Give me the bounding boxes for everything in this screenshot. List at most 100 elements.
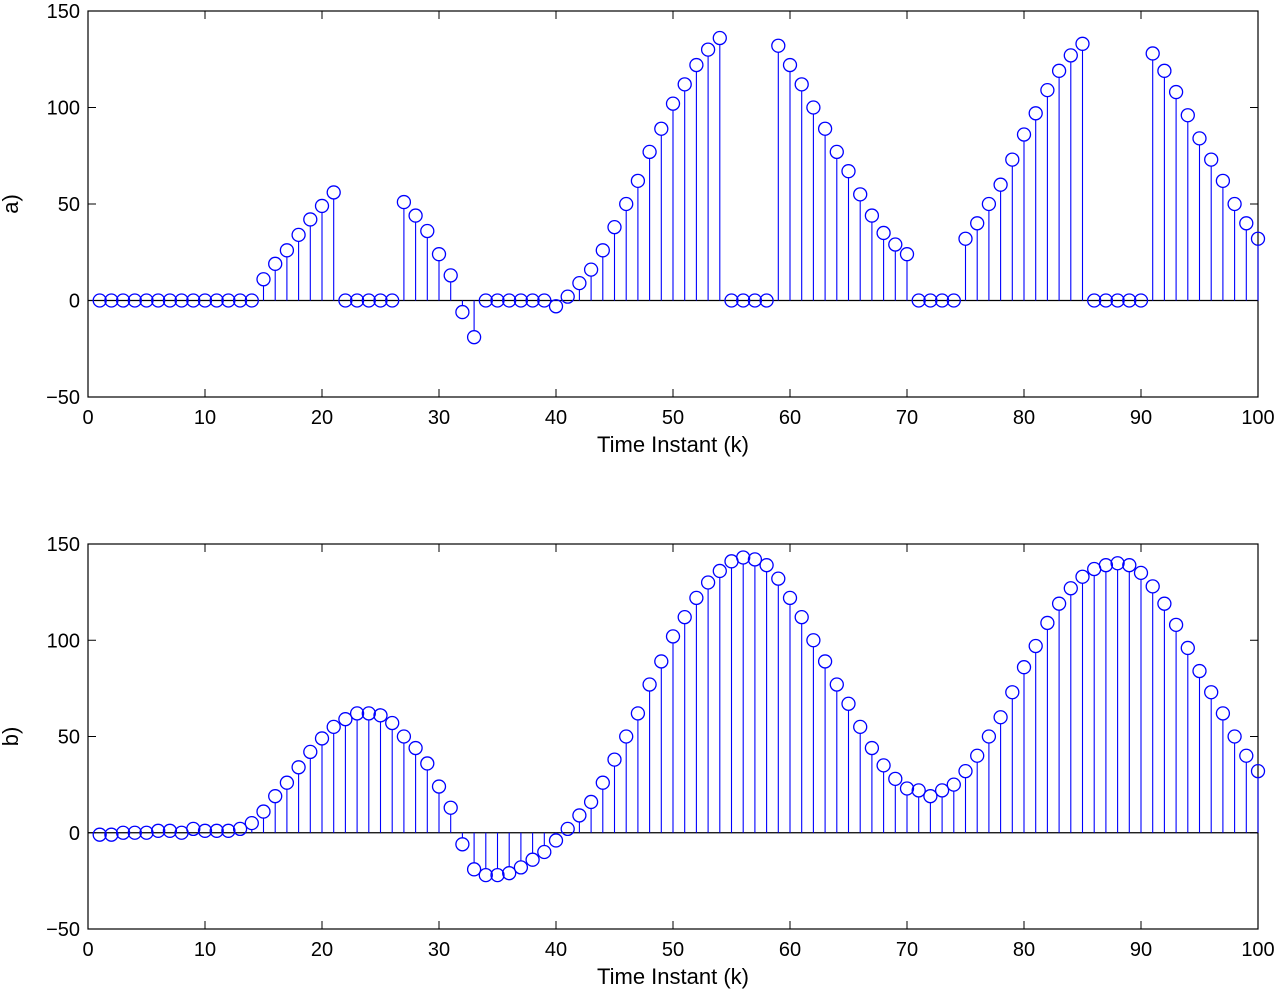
stem-marker bbox=[1028, 638, 1043, 654]
stem-marker bbox=[349, 293, 365, 308]
y-tick-label: 0 bbox=[69, 823, 80, 845]
x-tick-label: 50 bbox=[662, 407, 684, 429]
stem-marker bbox=[747, 293, 763, 308]
stem-marker bbox=[326, 185, 341, 200]
stem-marker bbox=[385, 715, 400, 731]
stem-marker bbox=[888, 237, 903, 252]
x-axis-title: Time Instant (k) bbox=[597, 432, 749, 457]
stem-marker bbox=[408, 208, 423, 223]
stem-marker bbox=[221, 823, 236, 838]
x-tick-label: 30 bbox=[428, 407, 450, 429]
stem-marker bbox=[665, 629, 681, 644]
stem-marker bbox=[513, 293, 529, 308]
stem-marker bbox=[654, 121, 669, 136]
stem-marker bbox=[513, 860, 529, 875]
stem-marker bbox=[1157, 596, 1172, 611]
stem-marker bbox=[373, 293, 388, 308]
stem-marker bbox=[431, 247, 447, 262]
stem-marker bbox=[221, 293, 236, 308]
stem-marker bbox=[946, 293, 961, 308]
stem-marker bbox=[958, 231, 973, 246]
stem-marker bbox=[560, 821, 575, 837]
x-tick-label: 80 bbox=[1013, 407, 1035, 429]
stem-marker bbox=[689, 590, 704, 606]
stem-marker bbox=[736, 550, 751, 565]
stem-marker bbox=[1087, 561, 1102, 577]
stem-marker bbox=[642, 144, 657, 160]
stem-marker bbox=[829, 144, 844, 160]
stem-marker bbox=[349, 706, 365, 721]
x-tick-label: 100 bbox=[1241, 939, 1274, 961]
stem-marker bbox=[478, 867, 493, 883]
x-tick-label: 0 bbox=[82, 939, 93, 961]
stem-marker bbox=[127, 825, 142, 840]
stem-marker bbox=[1016, 127, 1032, 142]
stem-marker bbox=[115, 293, 131, 308]
stem-marker bbox=[876, 758, 891, 773]
y-tick-label: 100 bbox=[47, 98, 80, 120]
stem-marker bbox=[361, 293, 376, 308]
stem-marker bbox=[619, 196, 634, 212]
stem-marker bbox=[1168, 84, 1184, 100]
stem-marker bbox=[642, 677, 657, 692]
stem-marker bbox=[724, 554, 739, 569]
stem-marker bbox=[525, 852, 540, 867]
x-tick-label: 20 bbox=[311, 939, 333, 961]
stem-marker bbox=[583, 262, 599, 277]
x-tick-label: 80 bbox=[1013, 939, 1035, 961]
x-tick-label: 30 bbox=[428, 939, 450, 961]
stem-marker bbox=[104, 293, 119, 308]
stem-marker bbox=[817, 654, 833, 669]
stem-marker bbox=[256, 272, 271, 287]
stem-marker bbox=[537, 844, 552, 860]
stem-marker bbox=[1110, 556, 1125, 571]
stem-marker bbox=[443, 268, 458, 283]
stem-marker bbox=[1075, 36, 1090, 51]
stem-marker bbox=[700, 42, 716, 57]
stem-marker bbox=[595, 775, 610, 790]
stem-marker bbox=[1227, 196, 1242, 212]
stem-marker bbox=[548, 833, 564, 848]
stem-marker bbox=[1051, 596, 1067, 611]
stem-marker bbox=[502, 866, 517, 881]
y-tick-label: 100 bbox=[47, 630, 80, 652]
stem-marker bbox=[174, 293, 189, 308]
stem-marker bbox=[864, 208, 880, 223]
stem-marker bbox=[396, 194, 412, 210]
stem-marker bbox=[1168, 617, 1184, 632]
stem-marker bbox=[455, 304, 470, 320]
stem-marker bbox=[162, 823, 178, 838]
stem-marker bbox=[958, 764, 973, 779]
stem-marker bbox=[946, 777, 961, 792]
stem-marker bbox=[279, 775, 295, 790]
stem-marker bbox=[1110, 293, 1125, 308]
stem-marker bbox=[607, 752, 622, 767]
stem-marker bbox=[420, 756, 435, 771]
stem-marker bbox=[794, 610, 809, 625]
stem-marker bbox=[923, 293, 938, 308]
stem-marker bbox=[162, 293, 178, 308]
stem-marker bbox=[1098, 293, 1114, 308]
stem-marker bbox=[712, 30, 727, 46]
y-axis-title: b) bbox=[0, 727, 23, 747]
stem-marker bbox=[677, 77, 692, 92]
stem-marker bbox=[525, 293, 540, 308]
stem-marker bbox=[771, 571, 786, 586]
stem-marker bbox=[139, 293, 154, 308]
stem-marker bbox=[1180, 108, 1195, 123]
stem-marker bbox=[1145, 579, 1160, 594]
y-tick-label: −50 bbox=[46, 387, 80, 409]
stem-marker bbox=[864, 740, 880, 756]
stem-marker bbox=[677, 610, 692, 625]
stem-marker bbox=[443, 800, 458, 815]
stem-marker bbox=[303, 744, 318, 760]
stem-marker bbox=[338, 293, 353, 308]
stem-marker bbox=[151, 823, 166, 838]
x-tick-label: 90 bbox=[1130, 407, 1152, 429]
stem-marker bbox=[1157, 63, 1172, 78]
stem-marker bbox=[385, 293, 400, 308]
stem-marker bbox=[794, 77, 809, 92]
stem-marker bbox=[279, 243, 295, 258]
